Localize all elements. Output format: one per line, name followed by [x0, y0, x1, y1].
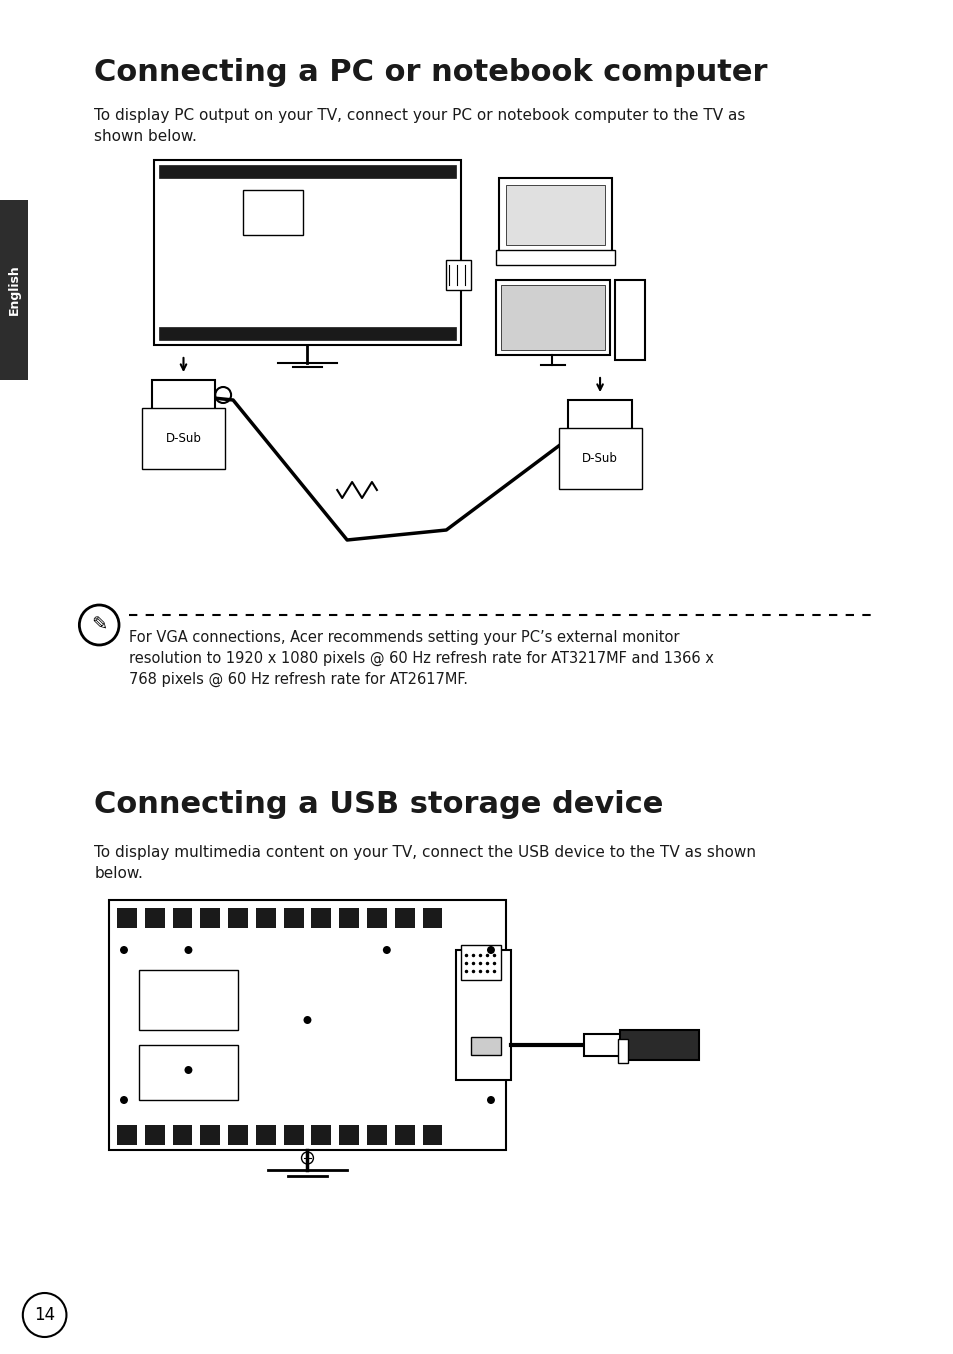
Circle shape	[184, 946, 193, 955]
FancyBboxPatch shape	[339, 909, 358, 927]
FancyBboxPatch shape	[0, 200, 28, 380]
Text: To display PC output on your TV, connect your PC or notebook computer to the TV : To display PC output on your TV, connect…	[94, 108, 745, 144]
Text: ✎: ✎	[91, 616, 108, 635]
FancyBboxPatch shape	[153, 160, 460, 345]
Text: Connecting a USB storage device: Connecting a USB storage device	[94, 789, 663, 819]
Circle shape	[486, 946, 495, 955]
Circle shape	[184, 1066, 193, 1074]
Text: To display multimedia content on your TV, connect the USB device to the TV as sh: To display multimedia content on your TV…	[94, 845, 756, 881]
FancyBboxPatch shape	[145, 909, 165, 927]
Circle shape	[120, 1095, 128, 1104]
FancyBboxPatch shape	[200, 909, 220, 927]
FancyBboxPatch shape	[109, 900, 505, 1150]
FancyBboxPatch shape	[422, 1125, 442, 1145]
FancyBboxPatch shape	[422, 909, 442, 927]
FancyBboxPatch shape	[505, 185, 604, 245]
FancyBboxPatch shape	[172, 909, 193, 927]
FancyBboxPatch shape	[496, 250, 615, 265]
FancyBboxPatch shape	[158, 328, 456, 340]
Text: English: English	[8, 264, 20, 315]
FancyBboxPatch shape	[228, 909, 248, 927]
FancyBboxPatch shape	[339, 1125, 358, 1145]
FancyBboxPatch shape	[395, 909, 415, 927]
FancyBboxPatch shape	[446, 260, 471, 290]
FancyBboxPatch shape	[139, 969, 238, 1030]
Text: Connecting a PC or notebook computer: Connecting a PC or notebook computer	[94, 58, 767, 87]
FancyBboxPatch shape	[367, 909, 386, 927]
FancyBboxPatch shape	[615, 280, 644, 360]
FancyBboxPatch shape	[158, 165, 456, 177]
FancyBboxPatch shape	[498, 177, 611, 252]
FancyBboxPatch shape	[471, 1037, 500, 1055]
FancyBboxPatch shape	[311, 1125, 331, 1145]
Text: D-Sub: D-Sub	[581, 452, 618, 464]
FancyBboxPatch shape	[500, 284, 604, 349]
FancyBboxPatch shape	[243, 190, 302, 236]
Text: For VGA connections, Acer recommends setting your PC’s external monitor
resoluti: For VGA connections, Acer recommends set…	[129, 630, 713, 688]
FancyBboxPatch shape	[200, 1125, 220, 1145]
Circle shape	[486, 1095, 495, 1104]
FancyBboxPatch shape	[456, 951, 510, 1080]
Text: D-Sub: D-Sub	[166, 432, 201, 445]
FancyBboxPatch shape	[283, 1125, 303, 1145]
FancyBboxPatch shape	[152, 380, 215, 412]
FancyBboxPatch shape	[117, 909, 136, 927]
FancyBboxPatch shape	[283, 909, 303, 927]
FancyBboxPatch shape	[172, 1125, 193, 1145]
FancyBboxPatch shape	[139, 1045, 238, 1099]
FancyBboxPatch shape	[255, 1125, 275, 1145]
FancyBboxPatch shape	[145, 1125, 165, 1145]
Circle shape	[382, 946, 391, 955]
Circle shape	[120, 946, 128, 955]
FancyBboxPatch shape	[618, 1039, 627, 1063]
Text: 14: 14	[34, 1307, 55, 1324]
FancyBboxPatch shape	[568, 399, 631, 432]
FancyBboxPatch shape	[255, 909, 275, 927]
FancyBboxPatch shape	[460, 945, 500, 980]
Circle shape	[303, 1016, 311, 1024]
FancyBboxPatch shape	[311, 909, 331, 927]
FancyBboxPatch shape	[367, 1125, 386, 1145]
FancyBboxPatch shape	[619, 1030, 699, 1060]
FancyBboxPatch shape	[395, 1125, 415, 1145]
FancyBboxPatch shape	[583, 1034, 620, 1056]
FancyBboxPatch shape	[117, 1125, 136, 1145]
FancyBboxPatch shape	[496, 280, 609, 355]
FancyBboxPatch shape	[228, 1125, 248, 1145]
